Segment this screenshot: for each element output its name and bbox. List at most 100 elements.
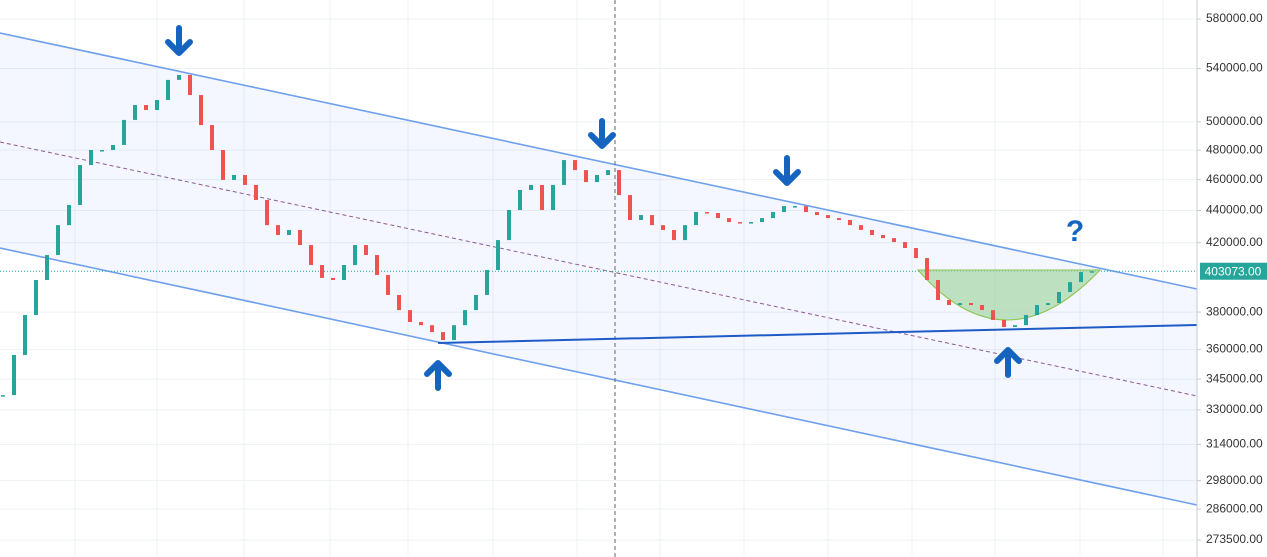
candle	[507, 210, 511, 241]
candle	[606, 170, 610, 176]
y-tick-label: 286000.00	[1206, 501, 1263, 515]
candle	[287, 229, 291, 236]
candle	[188, 74, 192, 96]
candle	[243, 175, 247, 185]
y-tick-label: 480000.00	[1206, 142, 1263, 156]
y-tick-label: 330000.00	[1206, 402, 1263, 416]
candle	[210, 125, 214, 151]
candle	[661, 225, 665, 230]
channel-lower	[0, 247, 1198, 506]
candle	[584, 170, 588, 183]
candle	[320, 265, 324, 278]
arrows	[165, 25, 1022, 391]
candle	[397, 294, 401, 311]
candle	[815, 212, 819, 216]
candle	[837, 218, 841, 220]
candle	[573, 160, 577, 171]
candle	[67, 204, 71, 226]
candle	[782, 206, 786, 213]
candle	[848, 219, 852, 226]
candle	[1013, 325, 1017, 328]
candle	[1, 395, 5, 397]
candle	[78, 165, 82, 205]
candle	[672, 229, 676, 241]
candle	[1068, 282, 1072, 292]
y-tick-label: 314000.00	[1206, 437, 1263, 451]
candle	[1035, 305, 1039, 316]
candle	[1079, 272, 1083, 283]
candle	[562, 160, 566, 185]
candle	[474, 294, 478, 311]
candle	[705, 212, 709, 214]
candle	[45, 255, 49, 281]
candle	[23, 315, 27, 355]
candle	[903, 242, 907, 249]
candle	[133, 105, 137, 120]
candle	[694, 212, 698, 226]
candle	[749, 222, 753, 224]
y-axis-labels: 580000.00 540000.00 500000.00 480000.00 4600…	[1197, 11, 1263, 546]
candle	[958, 303, 962, 306]
candle	[375, 255, 379, 275]
candle	[100, 150, 104, 152]
y-tick-label: 380000.00	[1206, 304, 1263, 318]
candle	[34, 280, 38, 316]
y-tick-label: 360000.00	[1206, 342, 1263, 356]
candle	[342, 265, 346, 281]
candle	[683, 225, 687, 241]
price-label: 403073.00	[1205, 264, 1262, 278]
candle	[969, 303, 973, 306]
candle	[430, 325, 434, 333]
candle	[892, 238, 896, 243]
candle	[518, 189, 522, 211]
candle	[364, 245, 368, 256]
candle	[617, 170, 621, 196]
candle	[386, 274, 390, 295]
annotation: ?	[1066, 215, 1084, 248]
y-tick-label: 273500.00	[1206, 532, 1263, 546]
candle	[936, 280, 940, 300]
candle	[177, 74, 181, 80]
candles	[1, 74, 1094, 397]
candle	[639, 215, 643, 220]
candle	[859, 225, 863, 230]
candle	[1057, 291, 1061, 304]
y-tick-label: 500000.00	[1206, 114, 1263, 128]
y-tick-label: 345000.00	[1206, 371, 1263, 385]
candle	[760, 218, 764, 223]
candle	[298, 229, 302, 246]
candle	[804, 206, 808, 213]
candle	[1024, 315, 1028, 326]
candle	[595, 175, 599, 183]
candle	[419, 322, 423, 326]
candle	[166, 79, 170, 101]
candle	[1090, 271, 1094, 273]
candle	[529, 184, 533, 190]
candle	[122, 119, 126, 145]
candle	[980, 305, 984, 311]
candle	[947, 299, 951, 306]
candle	[309, 245, 313, 266]
candle	[870, 229, 874, 236]
candle	[265, 199, 269, 226]
y-tick-label: 580000.00	[1206, 11, 1263, 25]
candle	[155, 100, 159, 111]
candle	[1002, 319, 1006, 328]
candle	[793, 206, 797, 208]
candle	[331, 277, 335, 281]
candle	[144, 105, 148, 111]
candle	[111, 144, 115, 151]
candle	[628, 195, 632, 220]
y-tick-label: 540000.00	[1206, 61, 1263, 75]
candle	[463, 310, 467, 326]
candle	[540, 184, 544, 211]
price-label-box	[1200, 262, 1267, 280]
candle	[441, 332, 445, 341]
candle	[485, 269, 489, 295]
candle	[496, 240, 500, 270]
channel-upper	[0, 32, 1198, 290]
candle	[826, 215, 830, 219]
support-line	[437, 324, 1198, 344]
candle	[738, 222, 742, 224]
